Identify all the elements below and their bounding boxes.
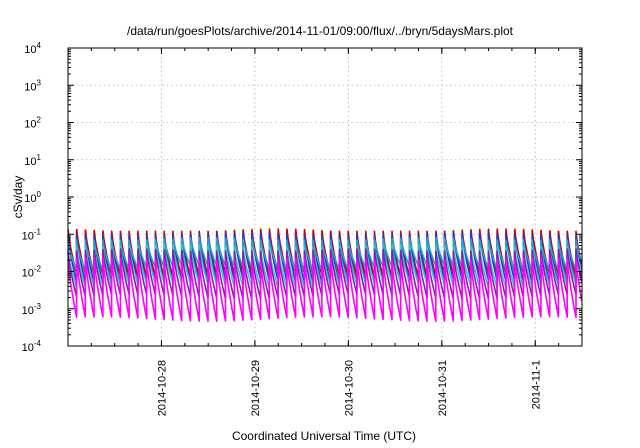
x-axis: 2014-10-28 2014-10-29 2014-10-30 2014-10-31… [67, 48, 583, 416]
x-tick-label: 2014-10-30 [343, 360, 355, 416]
y-tick-label: 100 [24, 190, 41, 205]
y-tick-label: 102 [24, 116, 41, 131]
y-tick-label: 101 [24, 153, 41, 168]
y-tick-label: 10-1 [22, 227, 42, 242]
x-tick-label: 2014-10-28 [156, 360, 168, 416]
x-tick-label: 2014-11-1 [530, 360, 542, 409]
x-tick-label: 2014-10-29 [250, 360, 262, 416]
x-axis-label: Coordinated Universal Time (UTC) [232, 429, 416, 443]
y-tick-label: 10-4 [22, 339, 42, 354]
y-tick-label: 10-2 [22, 265, 42, 280]
series-group [67, 228, 583, 322]
y-tick-label: 10-3 [22, 302, 42, 317]
x-tick-label: 2014-10-31 [437, 360, 449, 416]
chart-title: /data/run/goesPlots/archive/2014-11-01/0… [127, 24, 514, 38]
y-tick-label: 104 [24, 41, 41, 56]
y-axis-label: cSv/day [11, 176, 25, 219]
series-line [67, 257, 583, 322]
y-tick-label: 103 [24, 78, 41, 93]
grid [68, 48, 582, 346]
